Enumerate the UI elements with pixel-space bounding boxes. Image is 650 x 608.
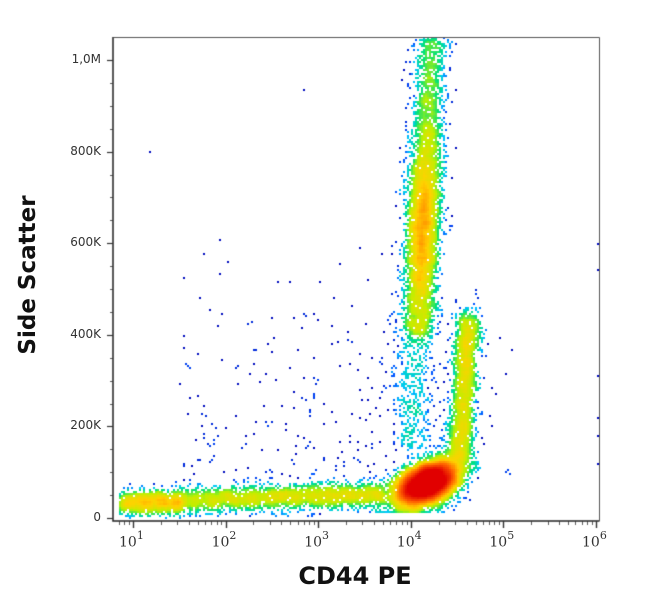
y-axis-title: Side Scatter: [15, 195, 41, 355]
y-tick-label: 600K: [70, 235, 101, 250]
x-tick-label: 101: [119, 529, 144, 551]
y-tick-label: 400K: [70, 326, 101, 341]
x-tick-label: 105: [489, 529, 515, 551]
x-tick-label: 103: [304, 529, 330, 551]
x-tick-label: 104: [396, 529, 422, 551]
y-tick-label: 0: [93, 510, 101, 524]
y-tick-label: 800K: [70, 143, 101, 158]
x-tick-label: 102: [211, 529, 237, 551]
x-axis-title: CD44 PE: [298, 562, 412, 590]
x-tick-label: 106: [582, 529, 607, 551]
y-tick-label: 1,0M: [71, 52, 101, 66]
y-tick-label: 200K: [70, 418, 101, 433]
